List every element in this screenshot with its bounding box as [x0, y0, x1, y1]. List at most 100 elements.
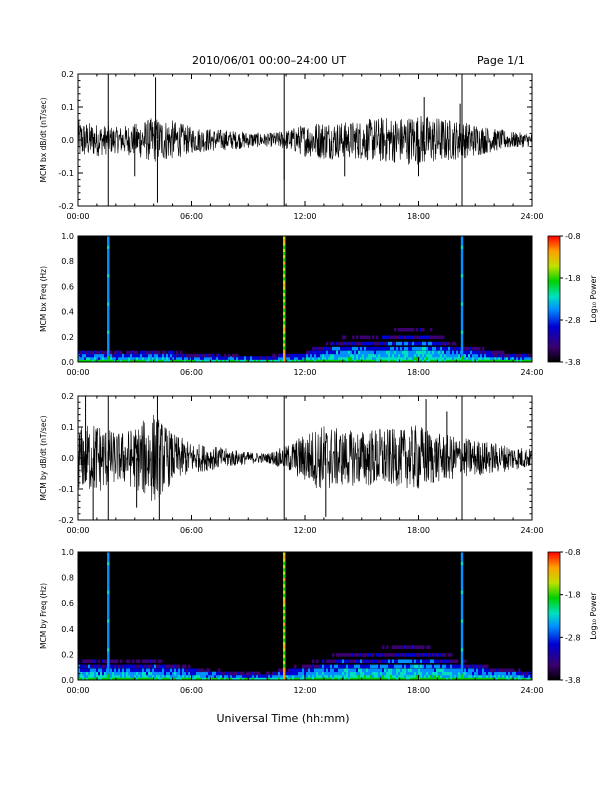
by-spectrogram-cell [188, 671, 191, 676]
by-spectrogram-cell [428, 671, 431, 676]
bx-spectrogram-cell [136, 356, 139, 360]
by-spectrogram-event-marker-segment [282, 622, 286, 626]
by-spectrogram-event-marker-segment [107, 564, 110, 569]
by-spectrogram-cell [452, 676, 455, 680]
by-spectrogram-cell [164, 674, 167, 678]
bx-spectrogram-cell [476, 353, 479, 358]
bx-spectrogram-cell [314, 346, 317, 351]
bx-spectrogram-cell [318, 346, 321, 351]
bx-spectrogram-cell [216, 356, 219, 360]
by-spectrogram-cell [418, 671, 421, 676]
by-spectrogram-cell [484, 671, 487, 676]
by-spectrogram-cell [200, 676, 203, 680]
by-spectrogram-cell [330, 668, 333, 673]
bx-spectrogram-cell [504, 353, 507, 358]
bx-spectrogram-cell [372, 335, 375, 340]
by-spectrogram-cell [126, 676, 129, 680]
by-spectrogram-event-marker-segment [107, 673, 110, 678]
bx-spectrogram-cell [506, 356, 509, 360]
bx-spectrogram-cell [422, 350, 425, 355]
by-spectrogram-cell [152, 668, 155, 673]
bx-spectrogram-cell [412, 353, 415, 358]
bx-spectrogram-cell [378, 341, 381, 346]
by-spectrogram-cell [448, 674, 451, 678]
bx-spectrogram-cell [104, 358, 107, 362]
by-spectrogram-cell [152, 659, 155, 664]
by-spectrogram-cell [524, 671, 527, 676]
by-spectrogram-event-marker-segment [107, 612, 110, 617]
by-spectrogram-cell [410, 668, 413, 673]
by-spectrogram-cell [200, 671, 203, 676]
by-spectrogram-cell [384, 671, 387, 676]
bx-spectrogram-cell [392, 335, 395, 340]
bx-spectrogram-cell [370, 341, 373, 346]
by-spectrogram-cell [254, 676, 257, 680]
by-spectrogram-cell [360, 653, 363, 657]
bx-spectrogram-cell [418, 356, 421, 360]
by-spectrogram-cell [366, 653, 369, 657]
by-spectrogram-cell [492, 668, 495, 673]
bx-spectrogram-cell [350, 350, 353, 355]
by-spectrogram-cell [192, 674, 195, 678]
by-spectrogram-cell [136, 674, 139, 678]
bx-spectrogram-cell [452, 346, 455, 351]
bx-spectrogram-cell [138, 356, 141, 360]
bx-spectrogram-cell [380, 353, 383, 358]
bx-spectrogram-background [78, 236, 532, 362]
bx-spectrogram-event-marker-segment [460, 292, 464, 297]
bx-spectrogram-cell [398, 327, 401, 332]
bx-spectrogram-cell [370, 353, 373, 358]
bx-spectrogram-cell [150, 356, 153, 360]
by-spectrogram-cell [328, 671, 331, 676]
by-spectrogram-cell [366, 668, 369, 673]
by-spectrogram-cell [94, 676, 97, 680]
bx-spectrogram-cell [154, 350, 157, 355]
bx-spectrogram-cell [162, 350, 165, 355]
bx-spectrogram-cell [146, 350, 149, 355]
bx-spectrogram-cell [388, 356, 391, 360]
bx-spectrogram-cell [94, 353, 97, 358]
bx-spectrogram-cell [402, 346, 405, 351]
by-spectrogram-cell [428, 645, 431, 649]
bx-spectrogram-cell [296, 353, 299, 358]
by-spectrogram-cell [488, 676, 491, 680]
bx-spectrogram-event-marker-segment [282, 264, 286, 268]
by-spectrogram-cell [342, 664, 345, 669]
bx-spectrogram-cell [98, 358, 101, 362]
bx-spectrogram-cell [182, 356, 185, 360]
bx-spectrogram-cell [500, 350, 503, 355]
by-spectrogram-cell [306, 664, 309, 669]
bx-spectrogram-cell [404, 327, 407, 332]
bx-spectrogram-cell [384, 346, 387, 351]
bx-spectrogram-cell [346, 356, 349, 360]
bx-spectrogram-cell [332, 341, 335, 346]
by-spectrogram-cell [132, 674, 135, 678]
by-spectrogram-cell [382, 664, 385, 669]
bx-spectrogram-event-marker-segment [107, 308, 110, 312]
by-spectrogram-cell [144, 676, 147, 680]
by-spectrogram-cell [314, 674, 317, 678]
bx-spectrogram-cell [232, 353, 235, 358]
by-spectrogram-cell [346, 668, 349, 673]
bx-spectrogram-cell [492, 353, 495, 358]
bx-spectrogram-cell [488, 350, 491, 355]
bx-spectrogram-cell [136, 358, 139, 362]
by-spectrogram-cell [380, 653, 383, 657]
bx-spectrogram-cell [338, 346, 341, 351]
by-spectrogram-cell [330, 664, 333, 669]
bx-spectrogram-cell [232, 356, 235, 360]
bx-spectrogram-cell [434, 358, 437, 362]
bx-spectrogram-event-marker-segment [107, 314, 110, 319]
bx-spectrogram-cell [500, 353, 503, 358]
bx-spectrogram-cell [504, 356, 507, 360]
by-spectrogram-cell [362, 668, 365, 673]
bx-spectrogram-cell [338, 350, 341, 355]
bx-spectrogram-cell [318, 350, 321, 355]
bx-spectrogram-cell [440, 356, 443, 360]
by-spectrogram-cell [136, 659, 139, 664]
bx-spectrogram-cell [456, 350, 459, 355]
bx-spectrogram-cell [324, 353, 327, 358]
bx-spectrogram-cell [246, 356, 249, 360]
bx-spectrogram-cell [438, 341, 441, 346]
bx-spectrogram-cell [392, 341, 395, 346]
